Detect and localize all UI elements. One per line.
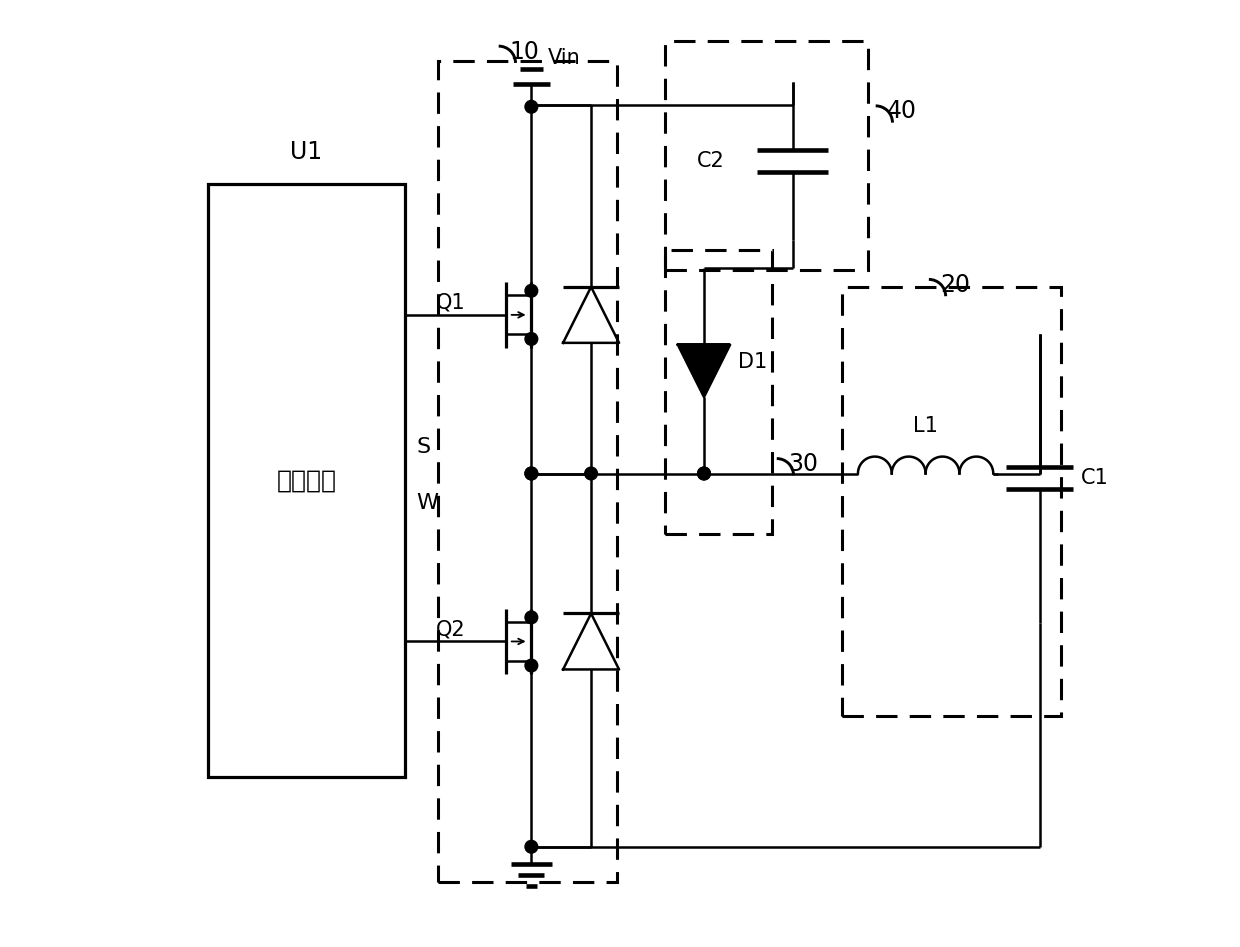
Circle shape (525, 611, 538, 624)
Circle shape (525, 467, 538, 480)
Text: Q1: Q1 (435, 293, 465, 313)
Circle shape (585, 467, 598, 480)
Polygon shape (678, 345, 730, 397)
Text: D1: D1 (738, 351, 766, 371)
Text: Vin: Vin (548, 48, 580, 68)
Text: L1: L1 (913, 416, 937, 436)
Text: W: W (417, 492, 439, 512)
Text: Q2: Q2 (435, 619, 465, 639)
Text: 10: 10 (510, 40, 539, 63)
Text: 30: 30 (787, 452, 818, 476)
Circle shape (525, 100, 538, 113)
Text: 电源芯片: 电源芯片 (277, 469, 336, 492)
Circle shape (698, 467, 711, 480)
Text: S: S (417, 437, 430, 456)
Circle shape (525, 659, 538, 671)
Text: U1: U1 (290, 139, 322, 164)
Circle shape (525, 284, 538, 297)
Circle shape (698, 467, 711, 480)
Text: 40: 40 (887, 99, 916, 123)
Text: C2: C2 (697, 151, 724, 170)
Text: 20: 20 (940, 273, 970, 297)
Text: C1: C1 (1081, 468, 1109, 488)
Circle shape (525, 467, 538, 480)
Bar (207, 185, 405, 777)
Circle shape (525, 332, 538, 346)
Circle shape (525, 840, 538, 853)
